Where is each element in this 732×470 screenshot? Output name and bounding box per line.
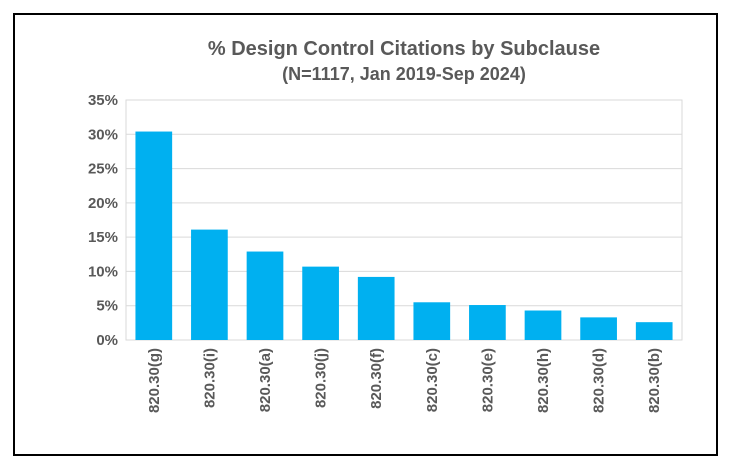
x-tick-label: 820.30(i) [201, 348, 218, 408]
bar-820.30(h) [524, 310, 562, 340]
y-axis-ticks: 0% 5% 10% 15% 20% 25% 30% 35% [88, 92, 118, 349]
bar-820.30(i) [191, 229, 228, 340]
y-tick-label: 15% [88, 229, 118, 246]
x-axis-ticks: 820.30(g) 820.30(i) 820.30(a) 820.30(j) 820.… [146, 348, 663, 413]
x-tick-label: 820.30(f) [368, 348, 385, 409]
y-tick-label: 10% [88, 263, 118, 280]
bar-820.30(f) [357, 276, 395, 340]
x-tick-label: 820.30(g) [146, 348, 163, 413]
bars [135, 131, 673, 340]
bar-820.30(d) [580, 317, 617, 340]
bar-820.30(c) [413, 302, 451, 340]
x-tick-label: 820.30(e) [479, 348, 496, 412]
y-tick-label: 35% [88, 92, 118, 109]
bar-820.30(g) [135, 131, 173, 340]
chart-title: % Design Control Citations by Subclause [208, 38, 600, 60]
bar-820.30(a) [246, 251, 284, 340]
bar-820.30(j) [302, 266, 339, 340]
x-tick-label: 820.30(h) [535, 348, 552, 413]
y-tick-label: 30% [88, 126, 118, 143]
x-tick-label: 820.30(c) [424, 348, 441, 412]
x-tick-label: 820.30(a) [257, 348, 274, 412]
y-tick-label: 20% [88, 195, 118, 212]
bar-820.30(b) [635, 322, 673, 340]
y-tick-label: 0% [96, 332, 118, 349]
y-tick-label: 5% [96, 298, 118, 315]
x-tick-label: 820.30(j) [313, 348, 330, 408]
bar-820.30(e) [469, 305, 506, 340]
y-tick-label: 25% [88, 161, 118, 178]
x-tick-label: 820.30(d) [591, 348, 608, 413]
chart-subtitle: (N=1117, Jan 2019-Sep 2024) [282, 64, 526, 84]
x-tick-label: 820.30(b) [646, 348, 663, 413]
